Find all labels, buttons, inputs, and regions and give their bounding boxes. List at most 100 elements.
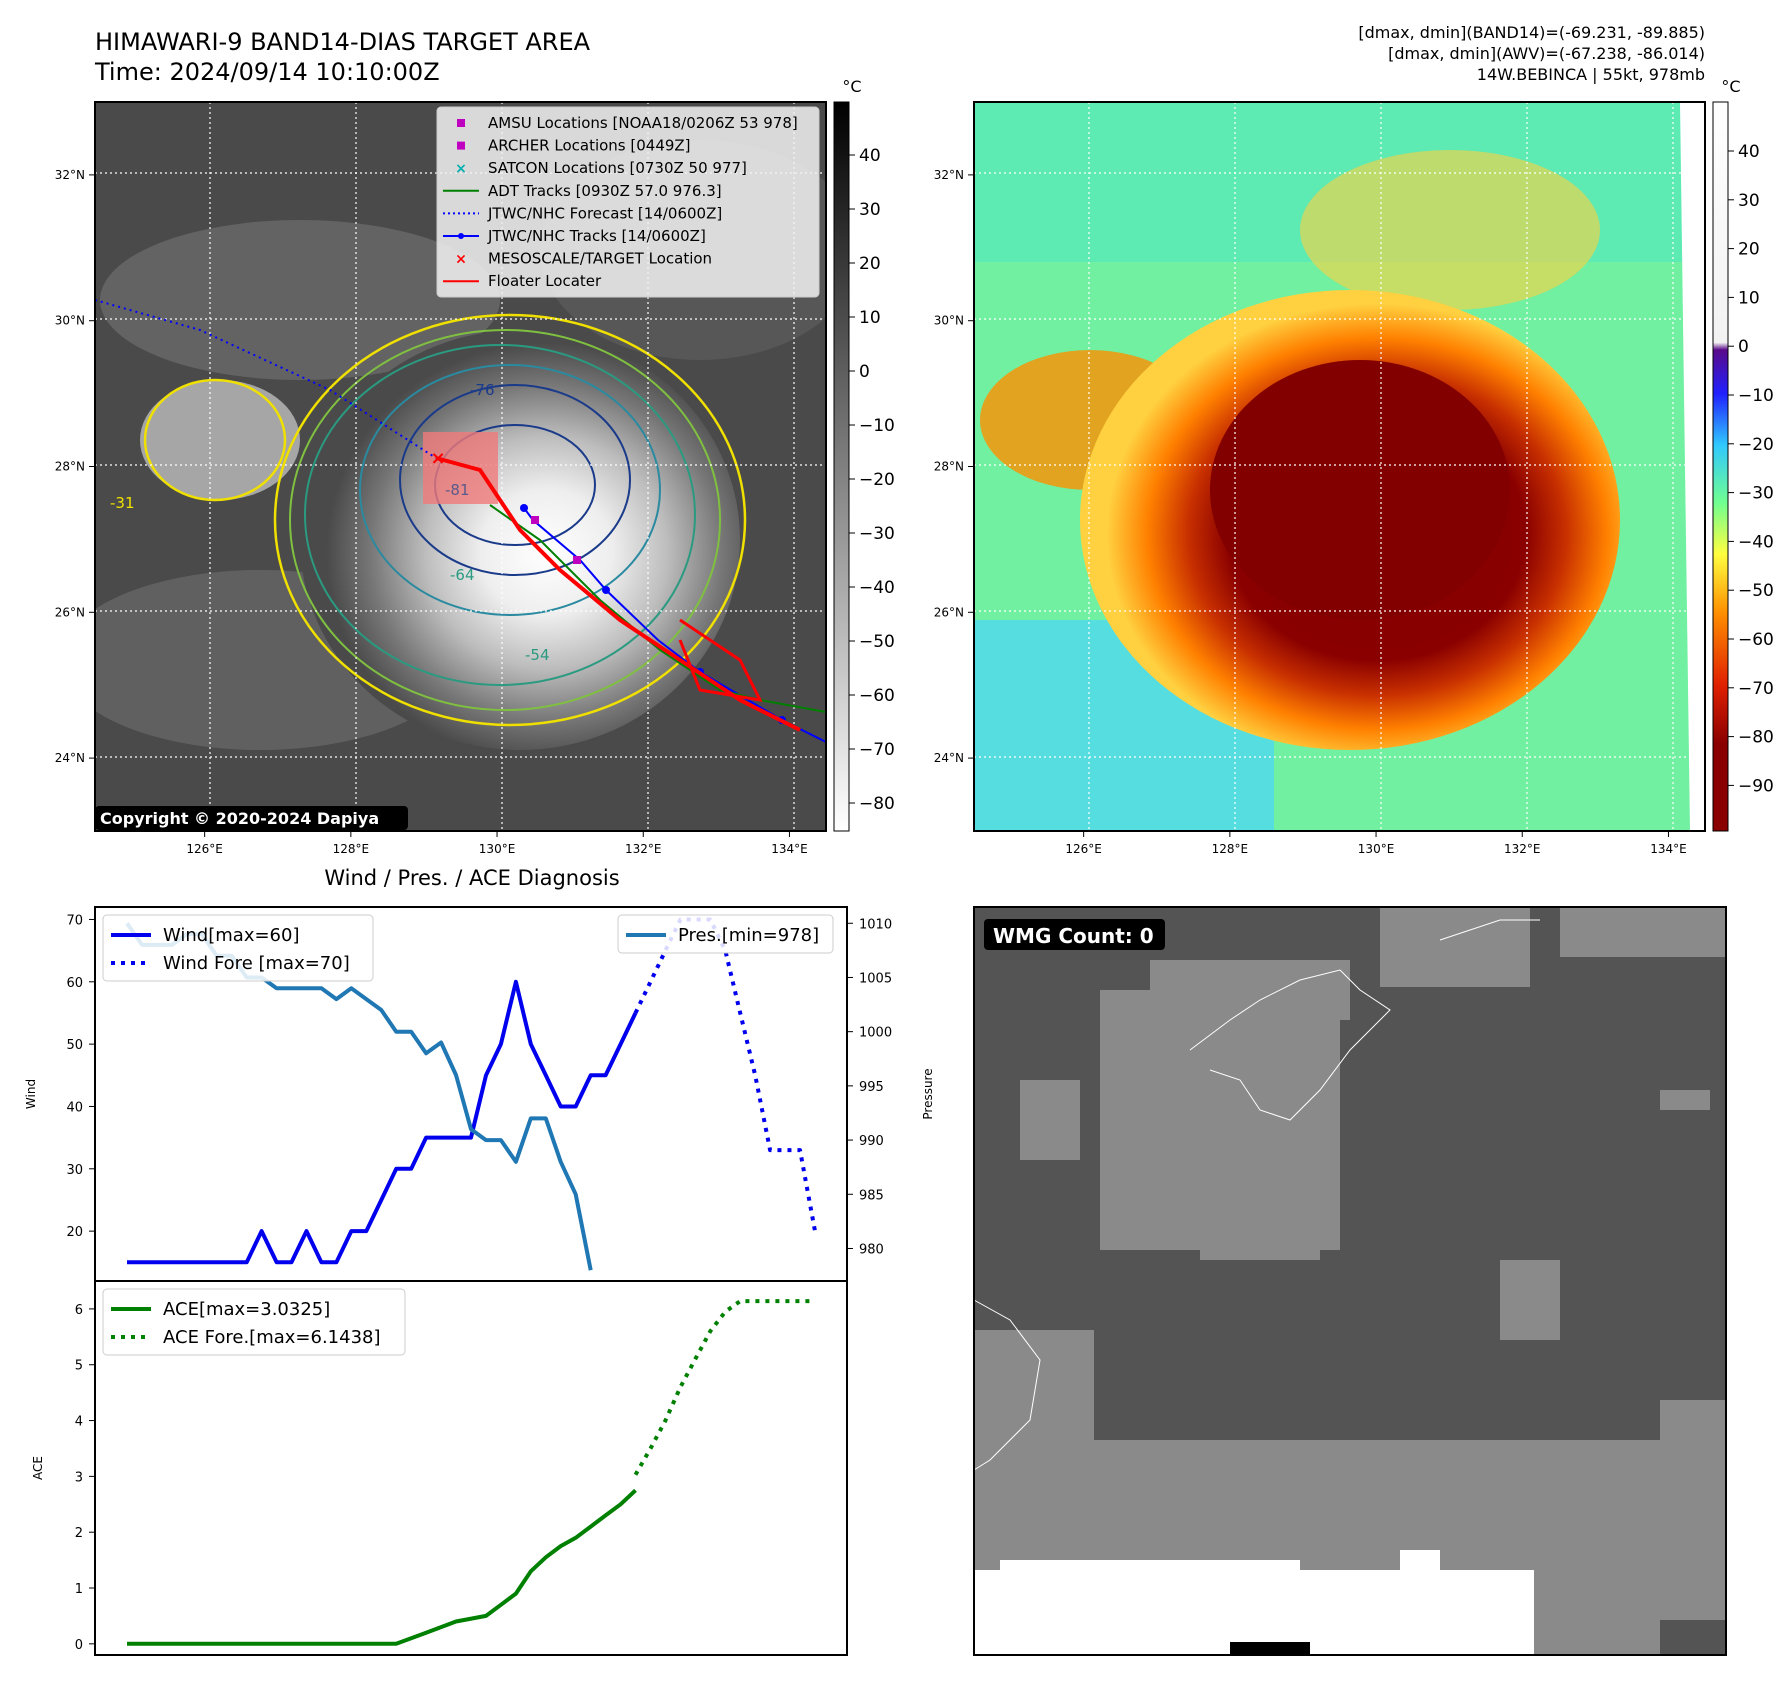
- legend-entry-label: Floater Locater: [488, 272, 602, 290]
- colorbar-tick-label: 30: [1738, 191, 1760, 211]
- colorbar-tick-label: −50: [859, 632, 895, 652]
- contour-navy: [399, 384, 631, 576]
- colorbar-tick-label: 10: [859, 308, 881, 328]
- map-legend: AMSU Locations [NOAA18/0206Z 53 978] ARCH…: [436, 106, 820, 298]
- ir-colorbar: °C 40 30 20 10 0 −10 −20 −30 −40 −50 −60 −70 −80: [833, 77, 895, 832]
- colorbar-tick-label: 0: [1738, 337, 1749, 357]
- colorbar-tick-label: −50: [1738, 581, 1774, 601]
- lat-tick-label: 28°N: [55, 460, 85, 474]
- lon-tick-label: 128°E: [1212, 842, 1249, 856]
- lat-tick-label: 26°N: [934, 605, 964, 619]
- wind-axis-label: Wind: [24, 1079, 38, 1109]
- contour-label: -54: [525, 646, 550, 664]
- colorbar-tick-label: −70: [1738, 679, 1774, 699]
- colorbar-tick-label: 20: [1738, 240, 1760, 260]
- ir-map-panel: × -76 -81 -64 -54 -31 AMSU Locations [NO…: [55, 101, 827, 856]
- y2-tick-label: 995: [859, 1080, 884, 1095]
- awv-gridlines: [974, 102, 1705, 831]
- colorbar-tick-label: −80: [1738, 728, 1774, 748]
- legend-entry-label: ADT Tracks [0930Z 57.0 976.3]: [488, 182, 722, 200]
- colorbar-tick-label: −60: [859, 686, 895, 706]
- jtwc-forecast-line: [95, 299, 437, 459]
- y2-tick-label: 1005: [859, 971, 892, 986]
- svg-text:×: ×: [455, 161, 467, 177]
- colorbar-tick-label: 40: [859, 146, 881, 166]
- lon-tick-label: 132°E: [625, 842, 662, 856]
- y2-tick-label: 985: [859, 1188, 884, 1203]
- legend-entry-label: MESOSCALE/TARGET Location: [488, 250, 712, 268]
- target-marker: ×: [430, 448, 445, 469]
- colorbar-tick-label: 20: [859, 254, 881, 274]
- y2-tick-label: 1000: [859, 1026, 892, 1041]
- wmg-count-box: [984, 919, 1165, 950]
- legend-entry-label: JTWC/NHC Forecast [14/0600Z]: [487, 204, 722, 222]
- copyright-box: [95, 806, 408, 830]
- colorbar-tick-label: −80: [859, 794, 895, 814]
- stats-line-1: [dmax, dmin](BAND14)=(-69.231, -89.885): [1358, 23, 1705, 42]
- colorbar-tick-label: −40: [1738, 532, 1774, 552]
- lon-tick-label: 126°E: [186, 842, 223, 856]
- storm-info: 14W.BEBINCA | 55kt, 978mb: [1477, 65, 1705, 84]
- colorbar-tick-label: 0: [859, 362, 870, 382]
- y-tick-label: 2: [75, 1526, 83, 1541]
- amsu-marker: [531, 516, 539, 524]
- target-area-box: [423, 432, 498, 504]
- pressure-axis-label: Pressure: [921, 1068, 935, 1119]
- lat-tick-label: 26°N: [55, 605, 85, 619]
- series-line-ace: [127, 1488, 637, 1646]
- legend-entry-label: ARCHER Locations [0449Z]: [488, 137, 691, 155]
- chart-legend-label: Wind[max=60]: [163, 925, 300, 946]
- ir-colorbar-unit: °C: [842, 77, 861, 96]
- awv-map-panel: 126°E 128°E 130°E 132°E 134°E 24°N 26°N 28°N 30°…: [934, 101, 1706, 856]
- diagnosis-title: Wind / Pres. / ACE Diagnosis: [324, 866, 619, 890]
- colorbar-tick-label: −10: [859, 416, 895, 436]
- figure-time: Time: 2024/09/14 10:10:00Z: [94, 58, 440, 86]
- colorbar-tick-label: 30: [859, 200, 881, 220]
- wmg-count: WMG Count: 0: [993, 924, 1154, 948]
- contour-label: -76: [470, 381, 495, 399]
- contour-yellow: [273, 313, 747, 727]
- y2-tick-label: 990: [859, 1134, 884, 1149]
- colorbar-tick-label: −60: [1738, 630, 1774, 650]
- y-tick-label: 40: [66, 1100, 83, 1115]
- colorbar-tick-label: −90: [1738, 776, 1774, 796]
- lon-tick-label: 130°E: [479, 842, 516, 856]
- archer-marker: [573, 556, 581, 564]
- wind-pres-panel: 20 30 40 50 60 70 980 985 990 995 1000 1005 1010 Wind…: [24, 906, 935, 1282]
- y-tick-label: 1: [75, 1582, 83, 1597]
- y-tick-label: 30: [66, 1163, 83, 1178]
- colorbar-tick-label: −10: [1738, 386, 1774, 406]
- wmg-panel: WMG Count: 0: [973, 906, 1727, 1656]
- lon-tick-label: 134°E: [1650, 842, 1687, 856]
- chart-legend-label: Pres.[min=978]: [678, 925, 819, 946]
- chart-legend-label: ACE Fore.[max=6.1438]: [163, 1327, 381, 1348]
- series-line-wind: [127, 979, 638, 1265]
- stats-line-2: [dmax, dmin](AWV)=(-67.238, -86.014): [1388, 44, 1705, 63]
- lat-tick-label: 30°N: [934, 314, 964, 328]
- awv-colorbar-unit: °C: [1721, 77, 1740, 96]
- y-tick-label: 50: [66, 1038, 83, 1053]
- lon-tick-label: 134°E: [771, 842, 808, 856]
- awv-colorbar: °C 40 30 20 10 0 −10 −20 −30 −40 −50 −60 −70 −80 −90: [1712, 77, 1774, 832]
- colorbar-tick-label: −20: [859, 470, 895, 490]
- lat-tick-label: 30°N: [55, 314, 85, 328]
- lat-tick-label: 32°N: [55, 168, 85, 182]
- copyright: Copyright © 2020-2024 Dapiya: [100, 809, 379, 828]
- lat-tick-label: 32°N: [934, 168, 964, 182]
- y-tick-label: 3: [75, 1470, 83, 1485]
- lon-tick-label: 132°E: [1504, 842, 1541, 856]
- ace-panel: 0 1 2 3 4 5 6 ACE[max=3.0325] ACE Fore.[max=6.14…: [31, 1280, 848, 1656]
- chart-legend-label: Wind Fore [max=70]: [163, 953, 350, 974]
- colorbar-tick-label: −20: [1738, 435, 1774, 455]
- colorbar-tick-label: −30: [1738, 484, 1774, 504]
- lon-tick-label: 130°E: [1358, 842, 1395, 856]
- colorbar-tick-label: 10: [1738, 288, 1760, 308]
- y2-tick-label: 980: [859, 1242, 884, 1257]
- colorbar-tick-label: −70: [859, 740, 895, 760]
- contour-label: -81: [445, 481, 470, 499]
- legend-entry-label: SATCON Locations [0730Z 50 977]: [488, 159, 747, 177]
- contour-label: -31: [110, 494, 135, 512]
- svg-text:×: ×: [455, 252, 467, 268]
